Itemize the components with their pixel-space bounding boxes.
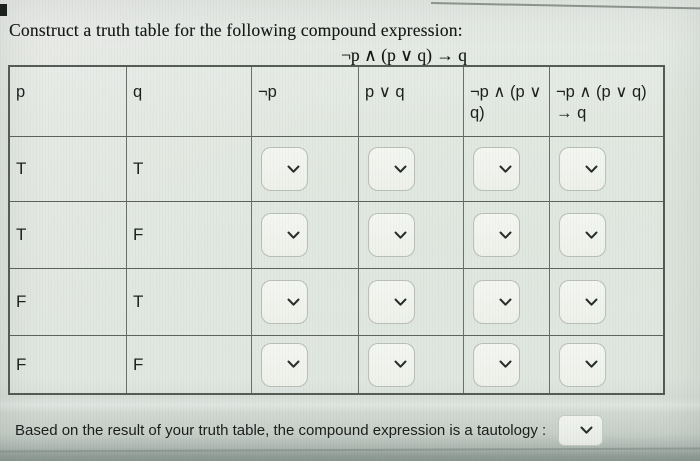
chevron-down-icon: [394, 165, 407, 174]
select-row4-implication[interactable]: [559, 342, 606, 387]
cell-row2-q: F: [127, 202, 252, 269]
chevron-down-icon: [287, 231, 300, 240]
chevron-down-icon: [394, 231, 407, 240]
chevron-down-icon: [585, 165, 598, 174]
cell-row2-conjunction: [464, 202, 550, 269]
chevron-down-icon: [580, 426, 593, 435]
select-row3-p-or-q[interactable]: [368, 280, 415, 324]
cell-row4-p-or-q: [359, 336, 464, 393]
cell-row3-q: T: [127, 269, 252, 336]
cell-row3-implication: [550, 269, 663, 336]
cell-row2-p-or-q: [359, 202, 464, 269]
cell-row3-conjunction: [464, 269, 550, 336]
select-row1-implication[interactable]: [559, 147, 606, 191]
tautology-question-label: Based on the result of your truth table,…: [15, 421, 547, 439]
chevron-down-icon: [394, 360, 407, 369]
cell-row2-p: T: [10, 202, 127, 269]
cell-row1-implication: [550, 137, 663, 202]
cell-row4-q: F: [127, 336, 252, 393]
select-row2-implication[interactable]: [559, 213, 606, 257]
cell-row1-conjunction: [464, 137, 550, 202]
select-row1-conjunction[interactable]: [473, 147, 520, 191]
cell-row1-q: T: [127, 137, 252, 202]
column-header-implication: ¬p ∧ (p ∨ q) → q: [550, 67, 663, 137]
truth-table: p q ¬p p ∨ q ¬p ∧ (p ∨ q) ¬p ∧ (p ∨ q) →…: [8, 65, 665, 395]
select-row2-conjunction[interactable]: [473, 213, 520, 257]
cell-row3-not-p: [252, 269, 359, 336]
photo-artifact-mark: [0, 4, 7, 16]
tautology-select[interactable]: [558, 414, 604, 446]
cell-row4-not-p: [252, 336, 359, 393]
chevron-down-icon: [287, 298, 300, 307]
select-row1-p-or-q[interactable]: [368, 147, 415, 191]
select-row2-p-or-q[interactable]: [368, 213, 415, 257]
select-row3-not-p[interactable]: [261, 280, 308, 324]
select-row4-p-or-q[interactable]: [368, 342, 415, 387]
cell-row1-p: T: [10, 137, 127, 202]
column-header-p: p: [10, 67, 127, 137]
compound-expression: ¬p ∧ (p ∨ q) → q: [341, 45, 467, 65]
cell-row1-p-or-q: [359, 137, 464, 202]
select-row3-implication[interactable]: [559, 280, 606, 324]
chevron-down-icon: [585, 298, 598, 307]
select-row4-conjunction[interactable]: [473, 342, 520, 387]
question-title: Construct a truth table for the followin…: [9, 20, 463, 40]
cell-row4-p: F: [10, 336, 127, 393]
chevron-down-icon: [585, 231, 598, 240]
chevron-down-icon: [499, 231, 512, 240]
select-row2-not-p[interactable]: [261, 213, 308, 257]
chevron-down-icon: [499, 298, 512, 307]
column-header-p-or-q: p ∨ q: [359, 67, 464, 137]
select-row3-conjunction[interactable]: [473, 280, 520, 324]
chevron-down-icon: [499, 165, 512, 174]
column-header-q: q: [127, 67, 252, 137]
column-header-notp-and-p-or-q: ¬p ∧ (p ∨ q): [464, 67, 550, 137]
cell-row4-conjunction: [464, 336, 550, 393]
chevron-down-icon: [585, 360, 598, 369]
chevron-down-icon: [499, 360, 512, 369]
column-header-not-p: ¬p: [252, 67, 359, 137]
select-row4-not-p[interactable]: [261, 342, 308, 387]
cell-row3-p: F: [10, 269, 127, 336]
cell-row3-p-or-q: [359, 269, 464, 336]
select-row1-not-p[interactable]: [261, 147, 308, 191]
top-edge-line: [430, 2, 700, 10]
cell-row2-implication: [550, 202, 663, 269]
tautology-question-row: Based on the result of your truth table,…: [15, 410, 604, 450]
cell-row4-implication: [550, 336, 663, 393]
cell-row2-not-p: [252, 202, 359, 269]
chevron-down-icon: [394, 298, 407, 307]
cell-row1-not-p: [252, 137, 359, 202]
chevron-down-icon: [287, 165, 300, 174]
chevron-down-icon: [287, 360, 300, 369]
